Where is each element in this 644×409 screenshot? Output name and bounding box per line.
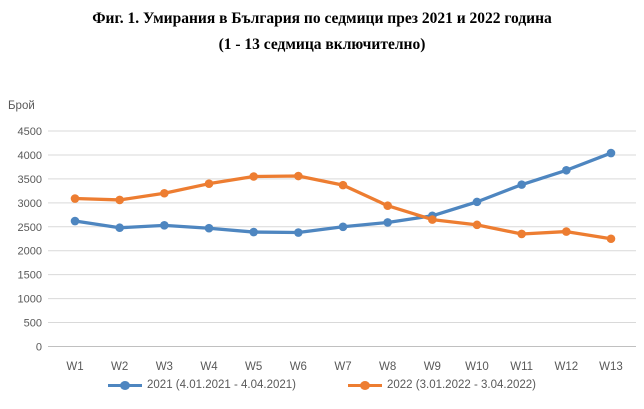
data-point-marker bbox=[204, 179, 214, 188]
data-point-marker bbox=[160, 221, 169, 230]
y-axis-title: Брой bbox=[8, 100, 35, 112]
y-tick-label: 1500 bbox=[18, 270, 42, 282]
data-point-marker bbox=[70, 216, 80, 226]
x-tick-label: W10 bbox=[465, 361, 489, 373]
data-point-marker bbox=[428, 215, 437, 224]
x-tick-label: W4 bbox=[200, 361, 218, 373]
data-point-marker bbox=[472, 220, 482, 230]
data-point-marker bbox=[204, 223, 214, 233]
data-point-marker bbox=[383, 218, 392, 227]
y-tick-label: 0 bbox=[36, 342, 42, 354]
data-point-marker bbox=[115, 195, 124, 205]
data-point-marker bbox=[294, 228, 303, 237]
data-point-marker bbox=[160, 188, 169, 198]
chart-legend: 2021 (4.01.2021 - 4.04.2021) 2022 (3.01.… bbox=[0, 379, 644, 391]
y-tick-label: 500 bbox=[24, 318, 42, 330]
legend-item-2021: 2021 (4.01.2021 - 4.04.2021) bbox=[108, 379, 296, 391]
x-tick-label: W3 bbox=[156, 361, 173, 373]
legend-item-2022: 2022 (3.01.2022 - 3.04.2022) bbox=[348, 379, 536, 391]
data-point-marker bbox=[562, 165, 571, 175]
data-point-marker bbox=[472, 197, 482, 207]
y-tick-label: 2500 bbox=[18, 222, 42, 234]
legend-label-2021: 2021 (4.01.2021 - 4.04.2021) bbox=[147, 379, 296, 391]
x-tick-label: W1 bbox=[66, 361, 83, 373]
line-chart-plot-area: 0 500 1000 1500 2000 2500 3000 3500 4000 4500 Брой… bbox=[8, 100, 636, 373]
x-tick-label: W11 bbox=[510, 361, 533, 373]
series-line-2021 bbox=[73, 151, 613, 235]
legend-marker-2022-icon bbox=[348, 380, 382, 391]
data-point-marker bbox=[517, 229, 526, 239]
data-point-marker bbox=[517, 180, 526, 189]
data-point-marker bbox=[338, 180, 348, 190]
y-tick-label: 4000 bbox=[18, 150, 42, 162]
x-tick-label: W6 bbox=[290, 361, 307, 373]
data-point-marker bbox=[115, 223, 124, 233]
chart-title-line1: Фиг. 1. Умирания в България по седмици п… bbox=[92, 10, 552, 27]
x-tick-label: W7 bbox=[334, 361, 351, 373]
chart-title: Фиг. 1. Умирания в България по седмици п… bbox=[0, 6, 644, 58]
x-tick-label: W8 bbox=[379, 361, 396, 373]
data-point-marker bbox=[249, 227, 258, 237]
data-point-marker bbox=[249, 172, 258, 181]
data-point-marker bbox=[338, 222, 348, 232]
data-point-marker bbox=[383, 201, 392, 211]
data-point-marker bbox=[606, 148, 616, 158]
chart-title-line2: (1 - 13 седмица включително) bbox=[218, 36, 426, 53]
data-point-marker bbox=[606, 234, 616, 244]
y-tick-label: 4500 bbox=[18, 126, 42, 138]
data-point-marker bbox=[70, 194, 80, 203]
x-tick-label: W2 bbox=[111, 361, 128, 373]
legend-marker-2021-icon bbox=[108, 380, 143, 391]
y-tick-label: 3500 bbox=[18, 174, 42, 186]
data-point-marker bbox=[562, 227, 571, 236]
data-point-marker bbox=[294, 171, 303, 181]
y-tick-label: 2000 bbox=[18, 246, 42, 258]
y-tick-label: 1000 bbox=[18, 294, 42, 306]
x-tick-label: W9 bbox=[424, 361, 441, 373]
x-tick-label: W5 bbox=[245, 361, 262, 373]
legend-label-2022: 2022 (3.01.2022 - 3.04.2022) bbox=[387, 379, 536, 391]
x-tick-label: W13 bbox=[599, 361, 623, 373]
y-tick-label: 3000 bbox=[18, 198, 42, 210]
x-tick-label: W12 bbox=[555, 361, 579, 373]
